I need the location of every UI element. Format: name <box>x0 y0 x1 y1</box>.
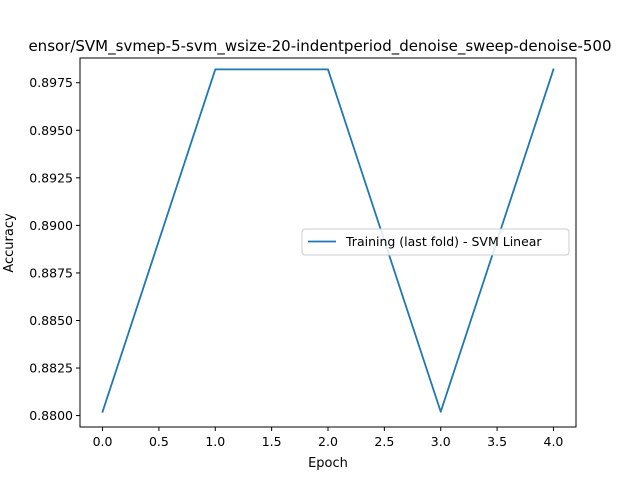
x-axis: 0.0 0.5 1.0 1.5 2.0 2.5 3.0 3.5 4.0 <box>93 427 564 449</box>
x-tick-label: 2.0 <box>318 434 338 449</box>
legend-label: Training (last fold) - SVM Linear <box>345 234 542 249</box>
chart-title: ensor/SVM_svmep-5-svm_wsize-20-indentper… <box>28 37 611 56</box>
x-tick-label: 0.5 <box>149 434 169 449</box>
x-tick-label: 1.5 <box>262 434 282 449</box>
x-tick-label: 0.0 <box>93 434 113 449</box>
x-tick-label: 3.0 <box>431 434 451 449</box>
y-tick-label: 0.8925 <box>29 170 73 185</box>
x-tick-label: 1.0 <box>205 434 225 449</box>
y-tick-label: 0.8875 <box>29 265 73 280</box>
series-line <box>101 68 555 413</box>
legend: Training (last fold) - SVM Linear <box>301 228 570 256</box>
series-layer <box>101 68 555 413</box>
y-tick-label: 0.8825 <box>29 361 73 376</box>
y-tick-label: 0.8850 <box>29 313 73 328</box>
x-tick-label: 3.5 <box>487 434 507 449</box>
y-tick-label: 0.8900 <box>29 218 73 233</box>
y-tick-label: 0.8800 <box>29 408 73 423</box>
x-axis-label: Epoch <box>308 456 348 471</box>
y-tick-label: 0.8950 <box>29 123 73 138</box>
legend-box <box>301 228 570 256</box>
x-tick-label: 4.0 <box>544 434 564 449</box>
y-axis: 0.8800 0.8825 0.8850 0.8875 0.8900 0.8925 0.89… <box>29 75 80 423</box>
x-tick-label: 2.5 <box>374 434 394 449</box>
y-axis-label: Accuracy <box>2 213 17 273</box>
y-tick-label: 0.8975 <box>29 75 73 90</box>
